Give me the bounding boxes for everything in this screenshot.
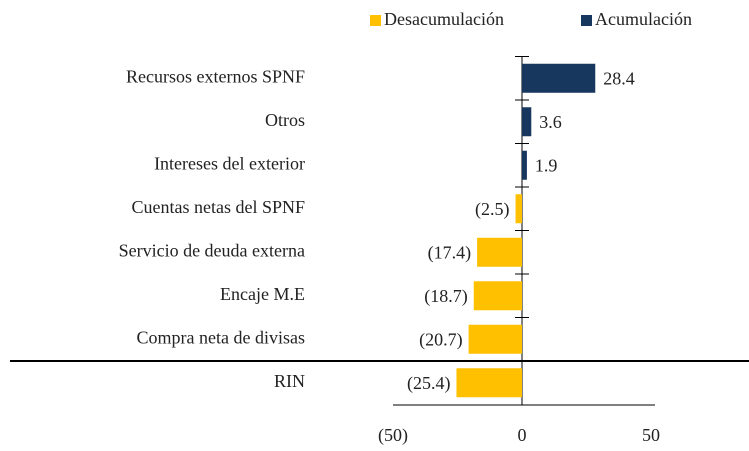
value-label: (17.4) [428, 242, 472, 263]
legend-label: Acumulación [595, 9, 692, 29]
value-label: (2.5) [475, 199, 510, 220]
category-label: RIN [274, 371, 305, 391]
category-label: Compra neta de divisas [137, 327, 305, 347]
x-tick-label: 50 [642, 425, 660, 445]
category-label: Recursos externos SPNF [126, 66, 305, 86]
value-label: (18.7) [424, 286, 468, 307]
bar [522, 63, 596, 93]
value-label: (25.4) [407, 373, 451, 394]
value-label: 28.4 [603, 68, 635, 88]
x-tick-label: (50) [378, 425, 408, 446]
legend-swatch [581, 15, 592, 26]
bar [468, 324, 522, 354]
legend-label: Desacumulación [384, 9, 504, 29]
category-label: Otros [265, 110, 305, 130]
value-label: (20.7) [419, 329, 463, 350]
value-label: 3.6 [539, 112, 562, 132]
x-tick-label: 0 [518, 425, 527, 445]
bar [515, 194, 522, 224]
bar [522, 150, 527, 180]
category-label: Encaje M.E [220, 284, 305, 304]
category-label: Cuentas netas del SPNF [132, 197, 306, 217]
bar [522, 107, 532, 137]
bar [456, 368, 522, 398]
legend-swatch [370, 15, 381, 26]
bar [473, 281, 522, 311]
value-label: 1.9 [535, 155, 558, 175]
bar [477, 237, 522, 267]
category-label: Intereses del exterior [154, 153, 305, 173]
category-label: Servicio de deuda externa [119, 240, 305, 260]
